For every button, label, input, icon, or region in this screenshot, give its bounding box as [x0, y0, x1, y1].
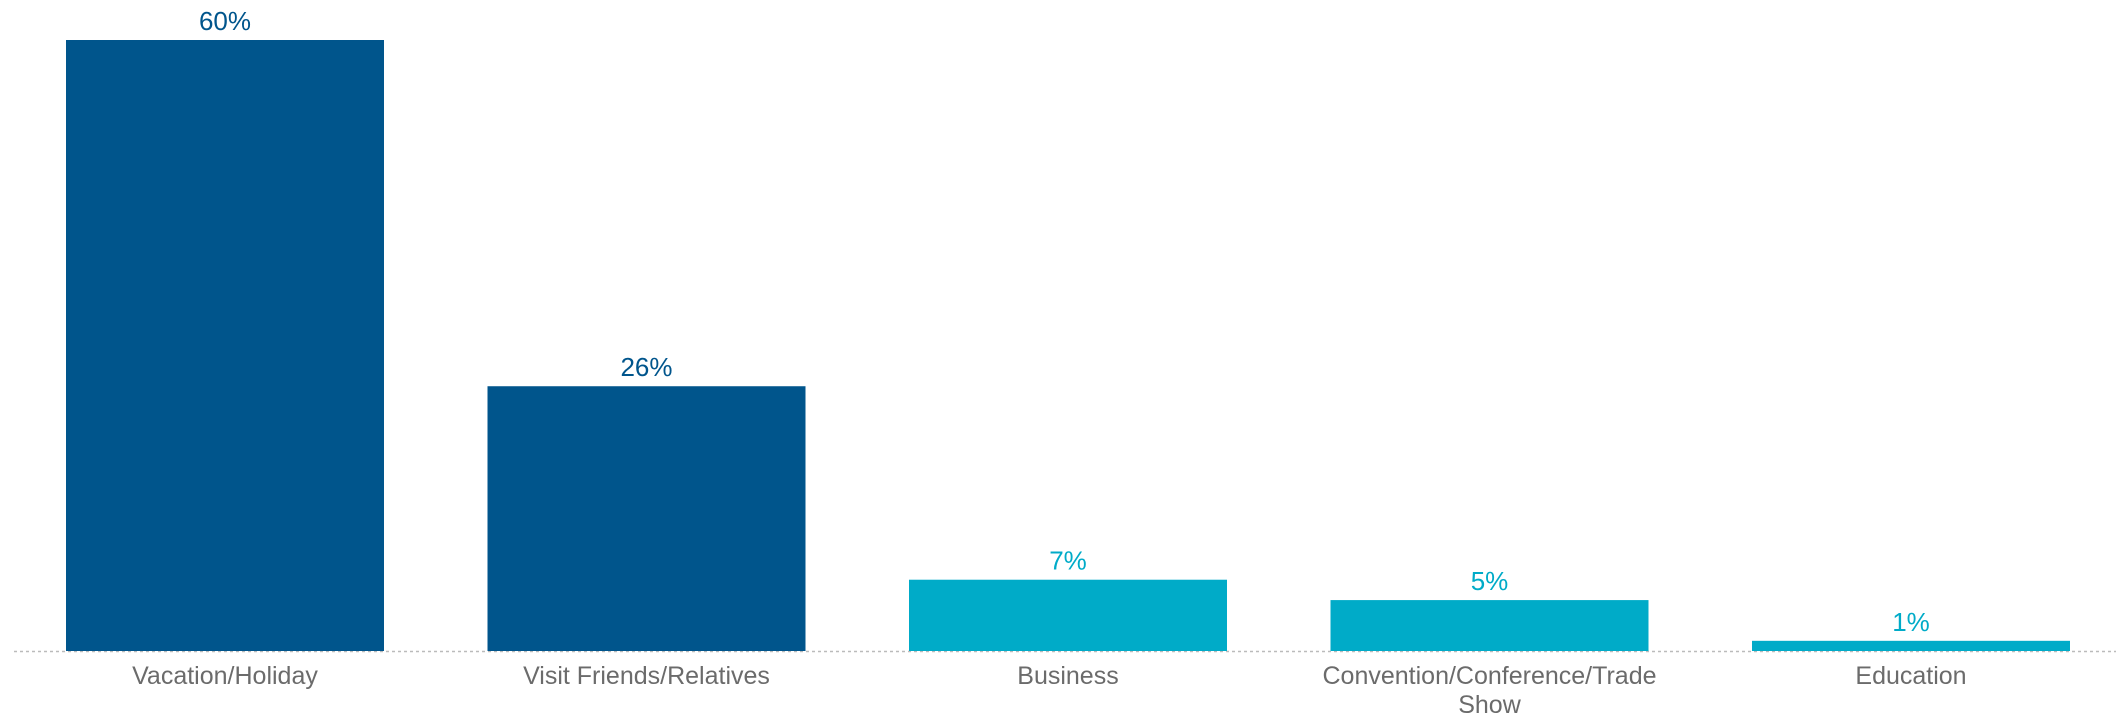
x-tick-label-3: Convention/Conference/Trade Show [1323, 662, 1657, 718]
data-label-0: 60% [199, 6, 251, 36]
x-tick-label-line: Education [1855, 662, 1966, 690]
bar-0 [66, 40, 384, 651]
x-tick-label-line: Visit Friends/Relatives [523, 662, 770, 690]
x-tick-label-line: Show [1458, 691, 1521, 718]
data-label-3: 5% [1471, 566, 1509, 596]
bar-4 [1752, 640, 2070, 651]
bar-1 [487, 386, 806, 651]
data-label-1: 26% [620, 352, 672, 382]
bar-3 [1330, 600, 1649, 651]
x-tick-label-4: Education [1855, 662, 1966, 690]
x-tick-label-line: Vacation/Holiday [132, 662, 318, 690]
x-tick-label-line: Business [1017, 662, 1118, 690]
data-label-4: 1% [1892, 607, 1930, 637]
data-label-2: 7% [1049, 546, 1087, 576]
x-tick-label-1: Visit Friends/Relatives [523, 662, 770, 690]
bar-2 [909, 579, 1227, 651]
x-tick-label-line: Convention/Conference/Trade [1323, 662, 1657, 690]
x-tick-label-0: Vacation/Holiday [132, 662, 318, 690]
x-tick-label-2: Business [1017, 662, 1118, 690]
